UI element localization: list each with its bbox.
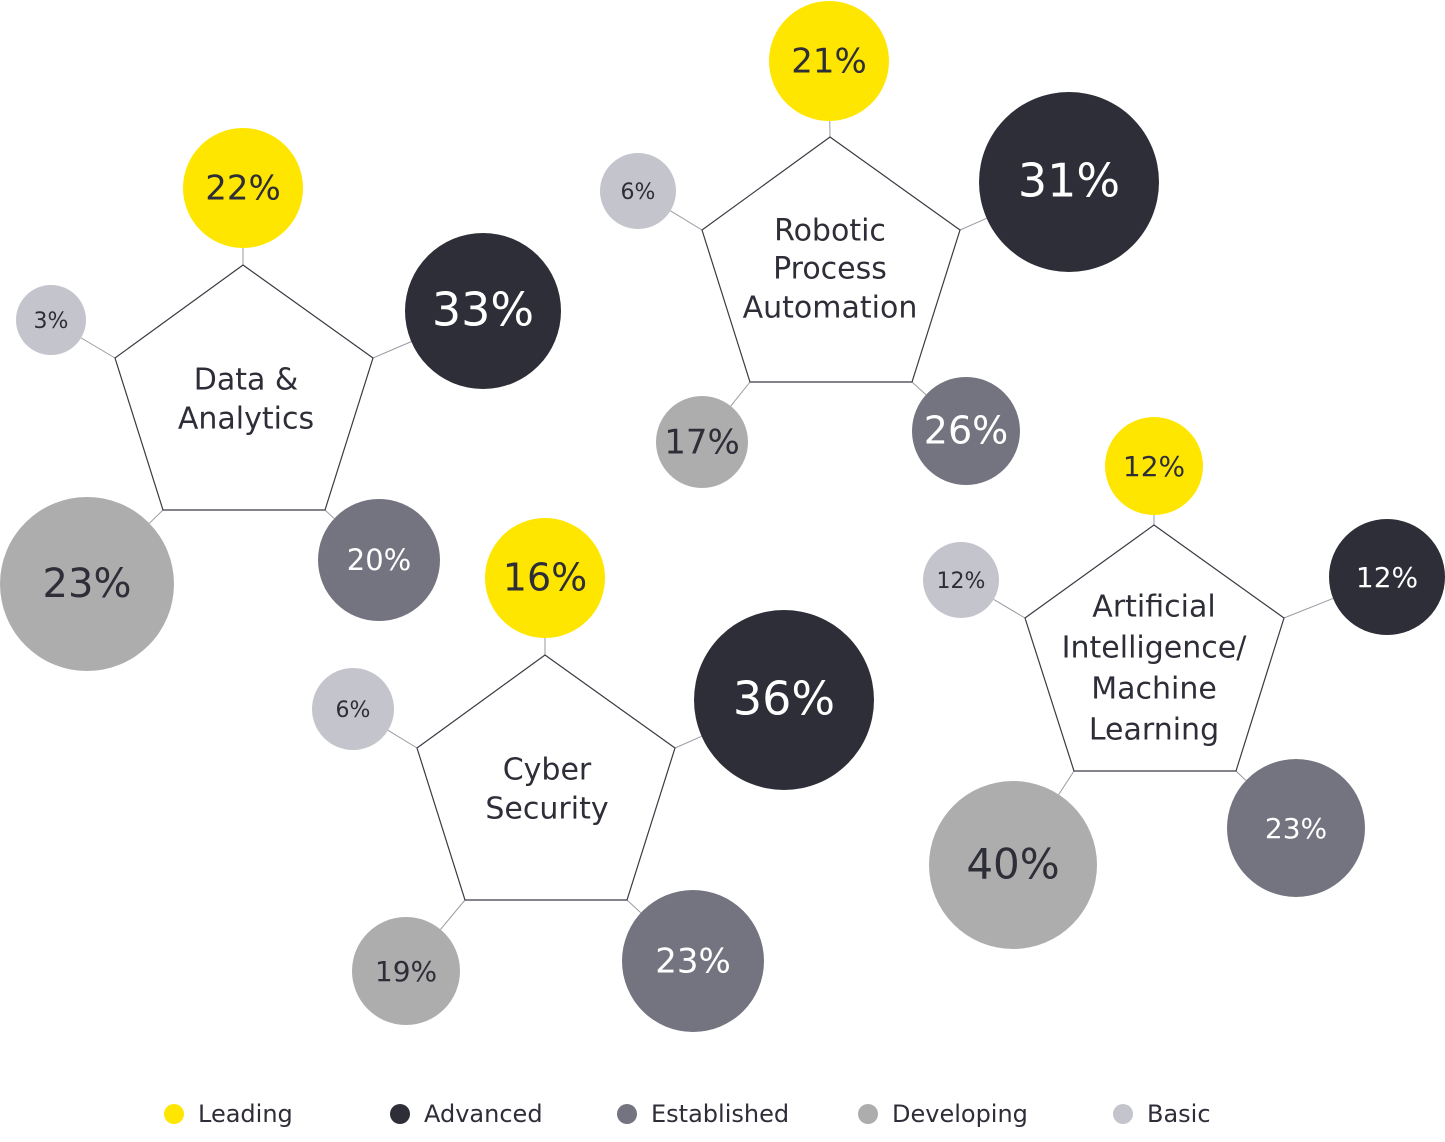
- bubble-established: [318, 499, 440, 621]
- bubble-value-label: 17%: [664, 423, 740, 463]
- bubble-leading: [769, 1, 889, 121]
- pentagon: [416, 654, 676, 901]
- group-label: Robotic: [774, 214, 886, 249]
- group-cyber-security: Cyber Security 16% 36% 23% 19% 6%: [312, 518, 874, 1032]
- bubble-value-label: 23%: [655, 942, 731, 982]
- legend-item-established: Established: [617, 1100, 789, 1128]
- connector-line: [670, 210, 703, 231]
- bubble-leading: [1105, 417, 1203, 515]
- bubble-value-label: 19%: [375, 955, 437, 988]
- group-label: Cyber: [503, 753, 592, 788]
- connector-line: [1283, 597, 1334, 619]
- bubble-value-label: 23%: [1265, 812, 1327, 845]
- connector-line: [440, 899, 466, 930]
- bubble-value-label: 12%: [1356, 561, 1418, 594]
- legend-label: Basic: [1147, 1100, 1211, 1128]
- bubble-value-label: 23%: [43, 561, 132, 607]
- bubble-value-label: 36%: [733, 672, 835, 726]
- bubble-value-label: 3%: [34, 309, 69, 334]
- legend-label: Advanced: [424, 1100, 543, 1128]
- legend-swatch: [390, 1104, 410, 1124]
- connector-line: [959, 217, 987, 231]
- pentagon: [701, 136, 961, 383]
- group-artificial-intelligence-machine-learning: Artificial Intelligence/Machine Learning 12…: [923, 417, 1445, 949]
- bubble-leading: [183, 128, 303, 248]
- legend-swatch: [858, 1104, 878, 1124]
- connector-line: [1058, 770, 1075, 795]
- bubble-basic: [312, 668, 394, 750]
- connector-line: [993, 598, 1026, 619]
- group-label: Intelligence/: [1062, 631, 1248, 666]
- connector-line: [387, 729, 418, 749]
- connector-line: [730, 381, 751, 407]
- bubble-basic: [600, 153, 676, 229]
- bubble-advanced: [979, 92, 1159, 272]
- legend-swatch: [617, 1104, 637, 1124]
- bubble-established: [622, 890, 764, 1032]
- bubble-value-label: 31%: [1018, 154, 1120, 208]
- connector-line: [324, 509, 335, 519]
- connector-line: [372, 341, 412, 359]
- bubble-value-label: 12%: [937, 569, 986, 594]
- legend-label: Established: [651, 1100, 790, 1128]
- bubble-value-label: 21%: [791, 42, 867, 82]
- group-label: Analytics: [178, 402, 314, 437]
- bubble-developing: [352, 917, 460, 1025]
- bubble-advanced: [1329, 519, 1445, 635]
- group-label: Artificial: [1092, 590, 1215, 625]
- group-label: Security: [485, 792, 608, 827]
- group-label: Data &: [194, 363, 299, 398]
- connector-line: [80, 337, 116, 359]
- bubble-advanced: [694, 610, 874, 790]
- bubble-value-label: 40%: [966, 840, 1059, 889]
- group-data-analytics: Data & Analytics 22% 33% 20% 23% 3%: [0, 128, 561, 671]
- bubble-value-label: 6%: [336, 698, 371, 723]
- bubble-value-label: 33%: [432, 283, 534, 337]
- pentagon: [1024, 524, 1285, 772]
- bubble-value-label: 22%: [205, 169, 281, 209]
- legend-item-leading: Leading: [164, 1100, 293, 1128]
- bubble-developing: [0, 497, 174, 671]
- bubble-developing: [929, 781, 1097, 949]
- legend-label: Developing: [892, 1100, 1028, 1128]
- group-label: Learning: [1089, 713, 1219, 748]
- bubble-developing: [656, 396, 748, 488]
- legend-label: Leading: [198, 1100, 293, 1128]
- bubble-value-label: 16%: [503, 556, 587, 600]
- legend-item-developing: Developing: [858, 1100, 1028, 1128]
- bubble-advanced: [405, 233, 561, 389]
- bubble-value-label: 6%: [621, 180, 656, 205]
- bubble-leading: [485, 518, 605, 638]
- connector-line: [674, 735, 702, 749]
- bubble-established: [1227, 759, 1365, 897]
- group-label: Process: [773, 252, 887, 287]
- connector-line: [626, 899, 642, 914]
- connector-line: [911, 381, 927, 396]
- bubble-established: [912, 377, 1020, 485]
- bubble-value-label: 26%: [924, 409, 1008, 453]
- group-label: Automation: [743, 291, 918, 326]
- legend: Leading Advanced Established Developing Basi…: [0, 1100, 1445, 1140]
- legend-item-basic: Basic: [1113, 1100, 1211, 1128]
- bubble-value-label: 12%: [1123, 450, 1185, 483]
- connector-line: [1235, 770, 1247, 781]
- legend-item-advanced: Advanced: [390, 1100, 543, 1128]
- pentagon: [114, 264, 374, 511]
- bubble-value-label: 20%: [347, 543, 411, 577]
- group-label: Machine: [1091, 672, 1217, 707]
- bubble-basic: [923, 542, 999, 618]
- chart: Data & Analytics 22% 33% 20% 23% 3% RoboticProc…: [0, 1, 1445, 1032]
- legend-swatch: [1113, 1104, 1133, 1124]
- bubble-basic: [16, 285, 86, 355]
- legend-swatch: [164, 1104, 184, 1124]
- connector-line: [148, 509, 164, 524]
